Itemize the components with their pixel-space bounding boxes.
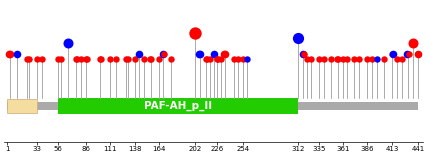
Point bbox=[218, 58, 224, 60]
Point bbox=[160, 53, 167, 55]
Point bbox=[203, 58, 210, 60]
Point bbox=[7, 53, 14, 55]
Point bbox=[202, 58, 209, 60]
Point bbox=[98, 58, 104, 60]
Point bbox=[335, 58, 342, 60]
Point bbox=[380, 58, 387, 60]
Point bbox=[415, 53, 422, 55]
Point bbox=[72, 58, 79, 60]
Point bbox=[340, 58, 347, 60]
Point bbox=[83, 58, 90, 60]
Point bbox=[316, 58, 322, 60]
Point bbox=[215, 58, 221, 60]
Point bbox=[404, 53, 411, 55]
Point bbox=[77, 58, 84, 60]
Point bbox=[405, 53, 412, 55]
Point bbox=[58, 58, 64, 60]
Point bbox=[299, 53, 306, 55]
Point bbox=[96, 58, 103, 60]
Point bbox=[230, 58, 237, 60]
Bar bbox=[7, 99, 37, 113]
Point bbox=[304, 58, 310, 60]
Point bbox=[106, 58, 113, 60]
Point bbox=[73, 58, 80, 60]
Point bbox=[38, 58, 45, 60]
Point bbox=[363, 58, 370, 60]
Point bbox=[197, 53, 203, 55]
Point bbox=[301, 53, 307, 55]
Text: PAF-AH_p_II: PAF-AH_p_II bbox=[144, 101, 212, 111]
Bar bbox=[58, 98, 298, 114]
Point bbox=[14, 53, 21, 55]
Point bbox=[23, 58, 30, 60]
Point bbox=[6, 53, 12, 55]
Point bbox=[221, 53, 227, 55]
Point bbox=[26, 58, 33, 60]
Point bbox=[83, 58, 89, 60]
Point bbox=[55, 58, 62, 60]
Point bbox=[334, 58, 341, 60]
Point bbox=[196, 53, 203, 55]
Point bbox=[191, 32, 198, 34]
Point bbox=[350, 58, 357, 60]
Point bbox=[234, 58, 241, 60]
Point bbox=[344, 58, 350, 60]
Point bbox=[141, 58, 148, 60]
Point bbox=[222, 53, 229, 55]
Point bbox=[307, 58, 314, 60]
Point bbox=[240, 58, 247, 60]
Point bbox=[113, 58, 120, 60]
Point bbox=[320, 58, 327, 60]
Point bbox=[294, 37, 301, 39]
Point bbox=[244, 58, 251, 60]
Point bbox=[399, 58, 406, 60]
Point bbox=[135, 53, 142, 55]
Point bbox=[388, 53, 395, 55]
Point bbox=[374, 58, 381, 60]
Point bbox=[148, 58, 155, 60]
Point bbox=[64, 42, 71, 44]
Point bbox=[34, 58, 40, 60]
Point bbox=[147, 58, 154, 60]
Point bbox=[368, 58, 375, 60]
Point bbox=[393, 58, 400, 60]
Point bbox=[159, 53, 166, 55]
Point bbox=[210, 53, 217, 55]
Point bbox=[156, 58, 163, 60]
Point bbox=[122, 58, 129, 60]
Point bbox=[356, 58, 363, 60]
Point bbox=[125, 58, 132, 60]
Point bbox=[409, 42, 416, 44]
Point bbox=[206, 58, 213, 60]
Point bbox=[132, 58, 138, 60]
Point bbox=[389, 53, 396, 55]
Point bbox=[167, 58, 174, 60]
Bar bbox=[7, 102, 418, 110]
Point bbox=[213, 58, 220, 60]
Point bbox=[328, 58, 335, 60]
